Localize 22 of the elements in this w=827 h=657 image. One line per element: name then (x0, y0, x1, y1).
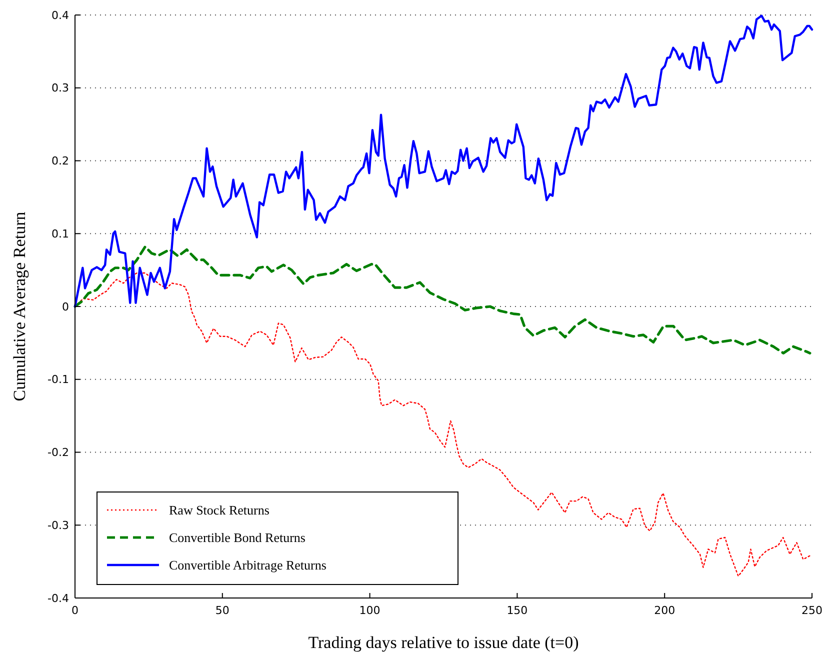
y-tick-label: 0.1 (52, 227, 69, 240)
y-tick-label: 0.2 (52, 154, 69, 168)
x-axis-title: Trading days relative to issue date (t=0) (308, 633, 579, 652)
x-tick-label: 50 (215, 604, 230, 617)
y-tick-label: 0 (62, 300, 69, 314)
y-tick-label: 0.3 (52, 82, 69, 95)
x-tick-label: 100 (359, 604, 380, 617)
x-tick-label: 250 (802, 604, 822, 617)
y-axis-title: Cumulative Average Return (10, 211, 29, 402)
y-tick-label: -0.4 (48, 592, 69, 605)
x-tick-label: 0 (72, 604, 78, 617)
y-tick-label: -0.2 (48, 446, 69, 460)
x-tick-label: 200 (654, 604, 676, 617)
legend-label: Raw Stock Returns (169, 502, 270, 518)
line-series (74, 245, 812, 354)
y-tick-label: -0.3 (48, 518, 69, 532)
x-tick-label: 150 (506, 604, 528, 617)
line-series (74, 14, 814, 308)
legend-label: Convertible Bond Returns (169, 530, 306, 546)
y-tick-label: -0.1 (48, 373, 69, 386)
y-tick-label: 0.4 (52, 8, 69, 22)
legend-label: Convertible Arbitrage Returns (169, 558, 326, 573)
